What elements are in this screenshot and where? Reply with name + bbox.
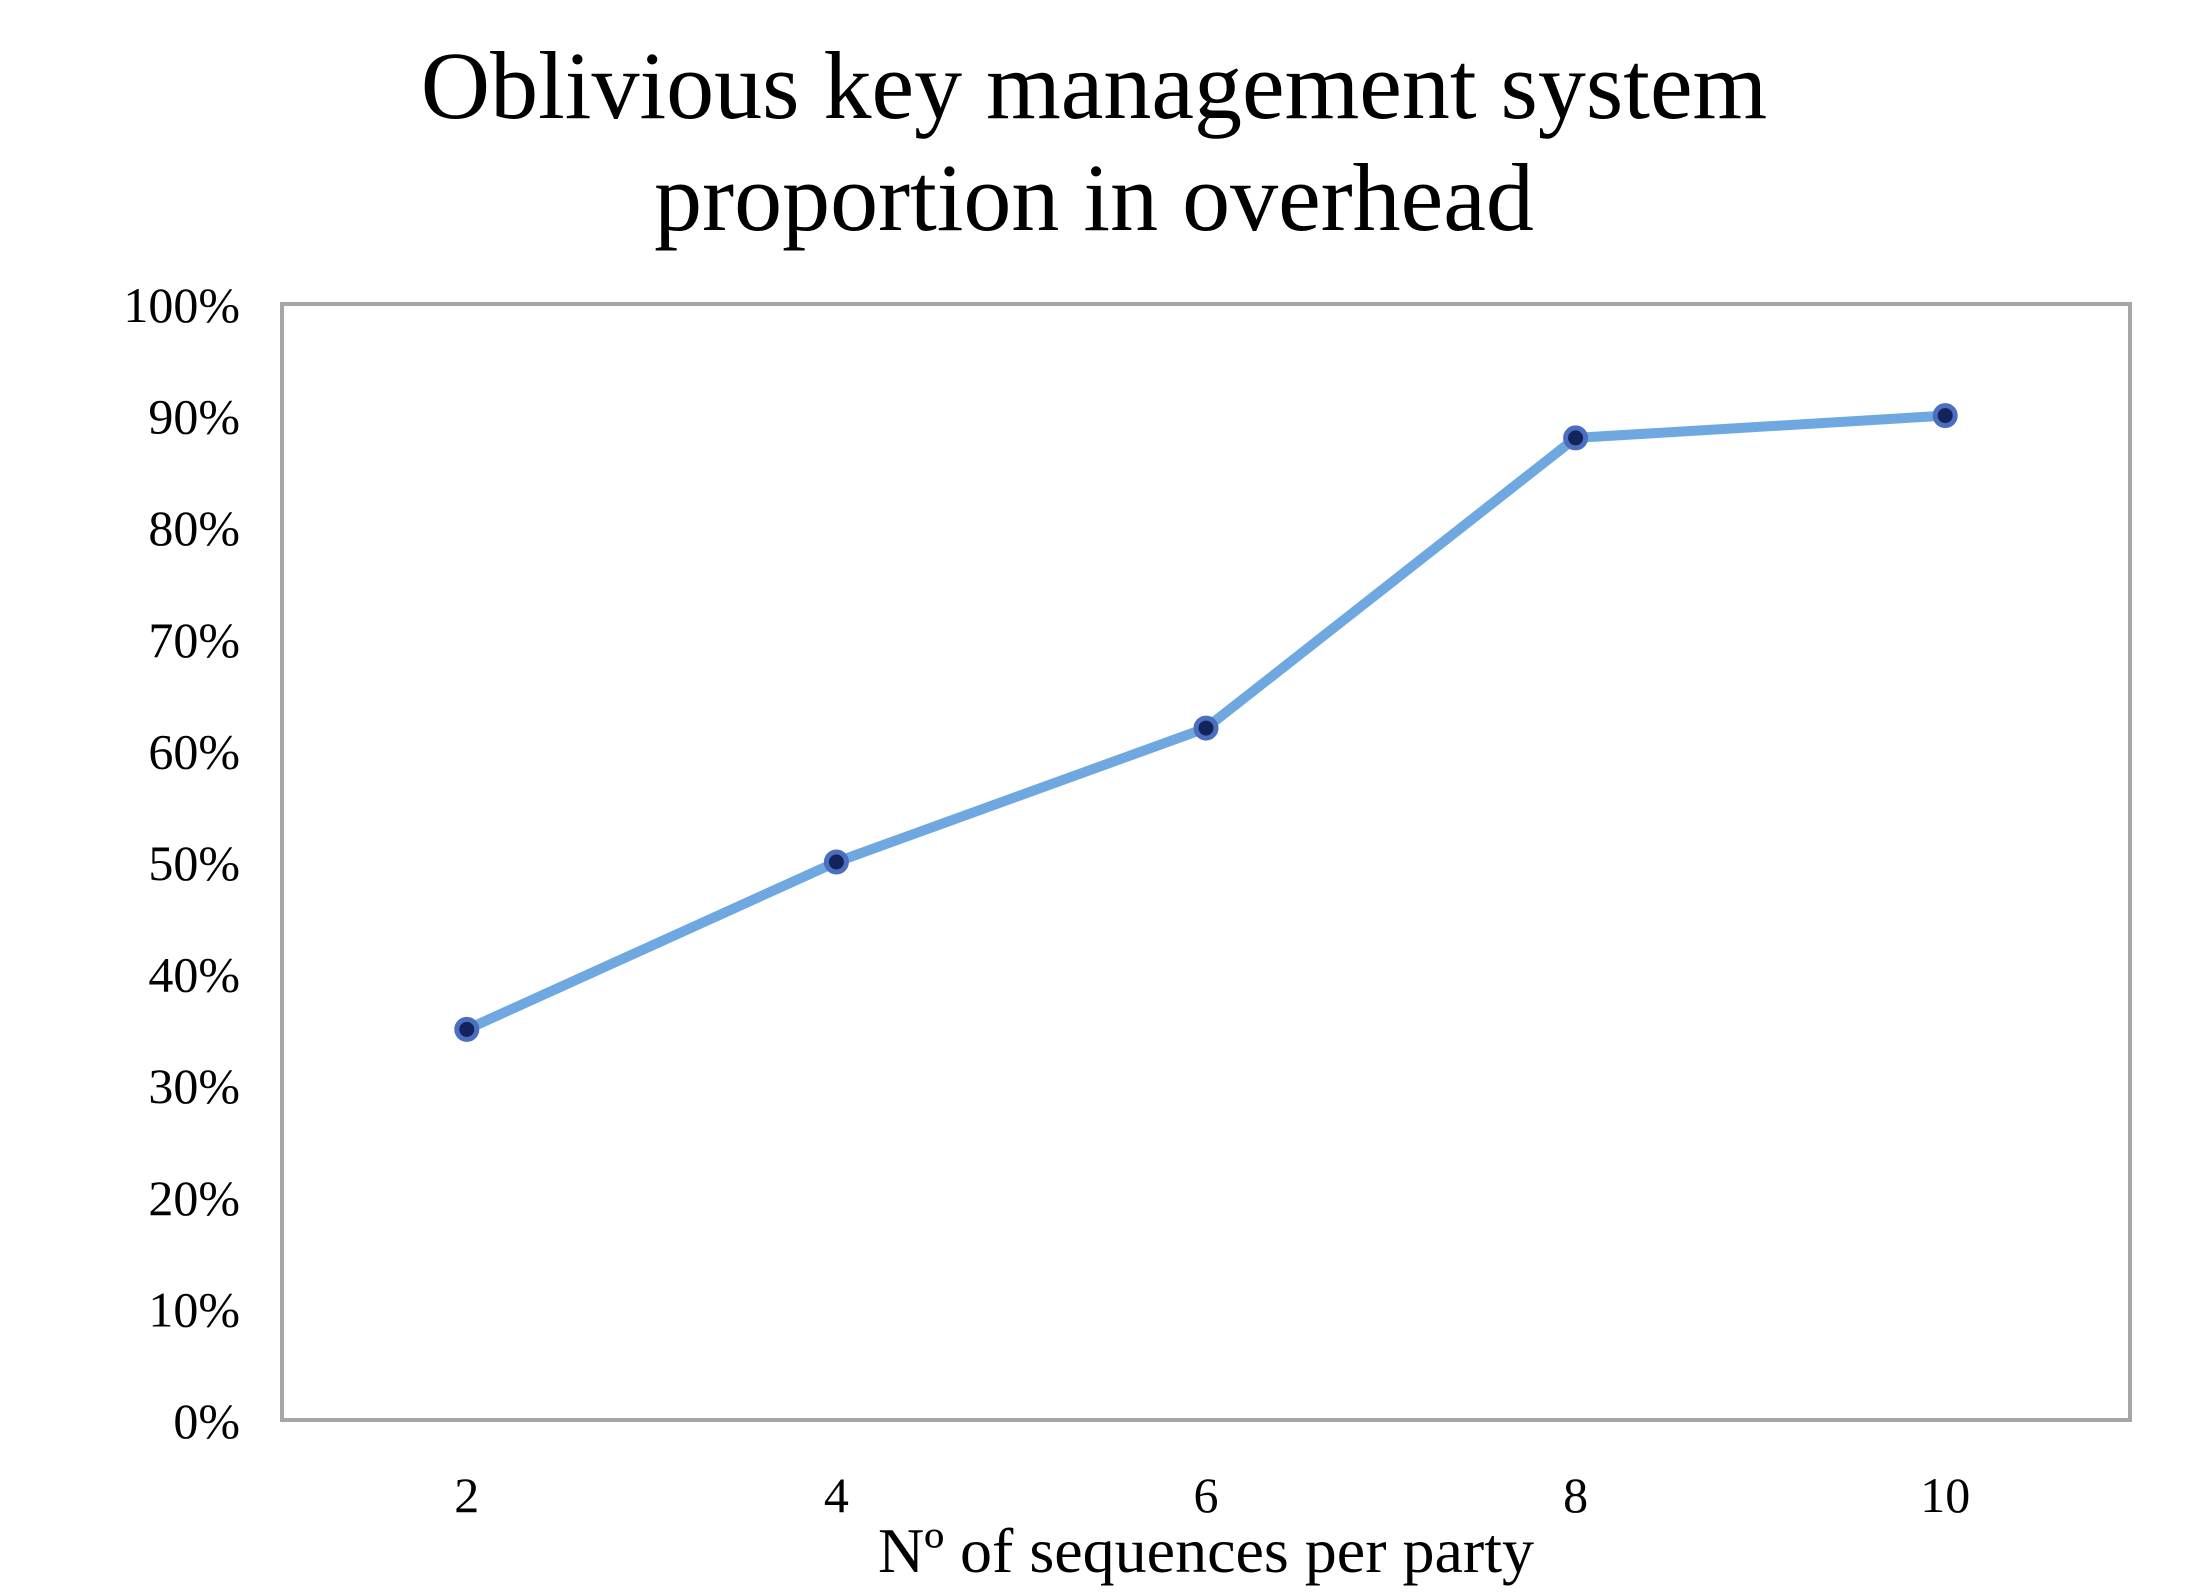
y-tick-label: 20% [148,1170,240,1226]
data-point [823,849,849,875]
y-tick-label: 0% [173,1393,240,1449]
x-tick-label: 6 [1194,1467,1219,1523]
y-tick-label: 50% [148,835,240,891]
x-tick-label: 4 [824,1467,849,1523]
chart-title-line-1: Oblivious key management system [420,32,1768,139]
y-tick-label: 40% [148,947,240,1003]
chart-title-line-2: proportion in overhead [654,144,1534,251]
y-axis-ticks: 0% 10% 20% 30% 40% 50% 60% 70% 80% 90% 100% [123,277,240,1449]
data-point [1563,425,1589,451]
x-tick-label: 10 [1920,1467,1970,1523]
x-axis-ticks: 2 4 6 8 10 [454,1467,1970,1523]
x-tick-label: 8 [1563,1467,1588,1523]
y-tick-label: 100% [123,277,240,333]
plot-area-frame [280,302,2132,1422]
x-tick-label: 2 [454,1467,479,1523]
series-layer [454,403,1958,1042]
data-point [1193,715,1219,741]
data-point [454,1016,480,1042]
y-tick-label: 80% [148,500,240,556]
y-tick-label: 10% [148,1281,240,1337]
y-tick-label: 30% [148,1058,240,1114]
y-tick-label: 90% [148,389,240,445]
y-tick-label: 70% [148,612,240,668]
x-axis-label: Nº of sequences per party [878,1515,1534,1586]
y-tick-label: 60% [148,723,240,779]
data-point [1932,403,1958,429]
